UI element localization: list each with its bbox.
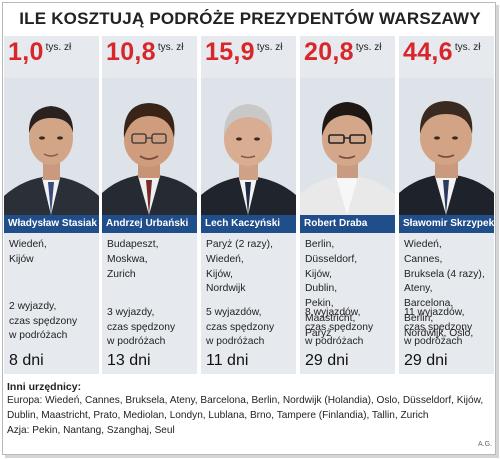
city: Paryż (2 razy), [206, 239, 273, 250]
portrait-photo [399, 78, 494, 215]
cost-amount: 10,8 tys. zł [106, 38, 201, 67]
city: Maastricht, [305, 312, 356, 324]
city: Bruksela (4 razy), [404, 268, 485, 280]
cities-list: Wiedeń, Cannes, Bruksela (4 razy), Ateny… [404, 238, 492, 342]
days-total: 29 dni [404, 352, 448, 369]
asia-line: Azja: Pekin, Nantang, Szanghaj, Seul [7, 424, 175, 436]
president-name: Władysław Stasiak [4, 215, 99, 233]
city: Cannes, [404, 253, 443, 265]
days-total: 8 dni [9, 352, 44, 369]
other-officials-destinations: Europa: Wiedeń, Cannes, Bruksela, Ateny,… [7, 394, 495, 438]
cost-unit: tys. zł [45, 42, 72, 53]
trips-summary: 8 wyjazdów, czas spędzony w podróżach [305, 306, 393, 350]
president-column-kaczynski: 15,9 tys. zł Lech Kaczyński Paryż (2 razy… [201, 36, 296, 374]
trips-summary: 3 wyjazdy, czas spędzony w podróżach [107, 306, 195, 350]
president-column-skrzypek: 44,6 tys. zł Sławomir Skrzypek Wiedeń, Ca… [399, 36, 494, 374]
city: Moskwa, [107, 253, 148, 265]
cost-unit: tys. zł [454, 42, 481, 53]
trips-count: 3 wyjazdy, [107, 307, 155, 318]
days-total: 11 dni [206, 352, 249, 369]
trips-summary: 5 wyjazdów, czas spędzony w podróżach [206, 306, 294, 350]
europe-line: Europa: Wiedeń, Cannes, Bruksela, Ateny,… [7, 395, 484, 406]
city: Berlin, [305, 239, 335, 250]
portrait-photo [201, 78, 296, 215]
city: Kijów [9, 253, 34, 265]
president-name: Lech Kaczyński [201, 215, 296, 233]
days-total: 13 dni [107, 352, 151, 369]
trips-line: w podróżach [404, 336, 463, 347]
president-name: Andrzej Urbański [102, 215, 197, 233]
city: Berlin, [404, 312, 434, 324]
trips-summary: 2 wyjazdy, czas spędzony w podróżach [9, 300, 97, 344]
city: Dublin, [305, 283, 338, 295]
president-name: Robert Draba [300, 215, 395, 233]
city: Ateny, [404, 283, 433, 295]
president-name: Sławomir Skrzypek [399, 215, 494, 233]
author-credit: A.G. [477, 441, 492, 448]
city: Wiedeń, [9, 239, 47, 250]
city: Zurich [107, 268, 136, 280]
city: Kijów, [206, 268, 233, 280]
cost-amount: 15,9 tys. zł [205, 38, 300, 67]
president-column-draba: 20,8 tys. zł Robert Draba Berlin, Düsseld… [300, 36, 395, 374]
cost-value: 15,9 [205, 38, 255, 66]
cost-amount: 44,6 tys. zł [403, 38, 498, 67]
cities-list: Berlin, Düsseldorf, Kijów, Dublin, Pekin… [305, 238, 393, 342]
city: Nordwijk [206, 283, 246, 295]
cost-unit: tys. zł [157, 42, 184, 53]
trips-count: 11 wyjazdów, [404, 307, 465, 318]
city: Paryż [305, 327, 332, 339]
city: Düsseldorf, [305, 253, 358, 265]
portrait-photo [4, 78, 99, 215]
trips-line: w podróżach [206, 336, 265, 347]
trips-line: w podróżach [9, 330, 68, 341]
trips-line: czas spędzony [206, 321, 275, 333]
other-officials-label: Inni urzędnicy: [7, 381, 82, 393]
city: Pekin, [305, 298, 334, 310]
city: Kijów, [305, 268, 332, 280]
trips-line: w podróżach [305, 336, 364, 347]
trips-line: czas spędzony [9, 315, 78, 327]
city: Wiedeń, [404, 239, 442, 250]
cost-unit: tys. zł [355, 42, 382, 53]
frame-shadow-right [496, 5, 499, 457]
cities-list: Budapeszt, Moskwa, Zurich [107, 238, 195, 282]
trips-line: czas spędzony [107, 321, 176, 333]
frame-shadow-bottom [5, 455, 499, 458]
cost-value: 10,8 [106, 38, 156, 66]
trips-line: czas spędzony [404, 321, 473, 333]
portrait-photo [300, 78, 395, 215]
trips-line: w podróżach [107, 336, 166, 347]
cost-amount: 1,0 tys. zł [8, 38, 103, 67]
cost-value: 44,6 [403, 38, 453, 66]
cost-value: 1,0 [8, 38, 44, 66]
trips-summary: 11 wyjazdów, czas spędzony w podróżach [404, 306, 492, 350]
days-total: 29 dni [305, 352, 349, 369]
president-column-stasiak: 1,0 tys. zł Władysław Stasiak Wiedeń, Kij… [4, 36, 99, 374]
trips-count: 8 wyjazdów, [305, 307, 361, 318]
president-column-urbanski: 10,8 tys. zł Andrzej Urbański Budapeszt, … [102, 36, 197, 374]
europe-line: Dublin, Maastricht, Prato, Mediolan, Lon… [7, 409, 429, 421]
trips-count: 2 wyjazdy, [9, 301, 57, 312]
cost-unit: tys. zł [256, 42, 283, 53]
trips-line: czas spędzony [305, 321, 374, 333]
cities-list: Wiedeń, Kijów [9, 238, 97, 268]
city: Wiedeń, [206, 253, 244, 265]
cities-list: Paryż (2 razy), Wiedeń, Kijów, Nordwijk [206, 238, 294, 297]
trips-count: 5 wyjazdów, [206, 307, 262, 318]
city: Nordwijk, Oslo, [404, 327, 474, 339]
cost-amount: 20,8 tys. zł [304, 38, 399, 67]
city: Barcelona, [404, 298, 454, 310]
city: Budapeszt, [107, 239, 159, 250]
infographic-title: ILE KOSZTUJĄ PODRÓŻE PREZYDENTÓW WARSZAW… [19, 9, 481, 28]
cost-value: 20,8 [304, 38, 354, 66]
portrait-photo [102, 78, 197, 215]
